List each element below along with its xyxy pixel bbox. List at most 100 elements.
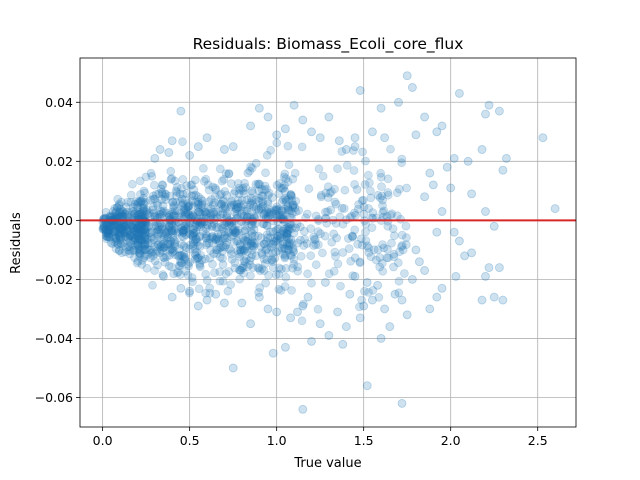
cloud-point [215,267,225,277]
cloud-point [243,168,253,178]
cloud-point [302,209,312,219]
cloud-point [191,197,201,207]
cloud-point [139,206,149,216]
cloud-point [386,210,396,220]
cloud-point [288,201,298,211]
cloud-point [230,263,240,273]
cloud-point [198,163,208,173]
cloud-point [126,230,136,240]
cloud-point [378,208,388,217]
cloud-point [188,225,198,235]
cloud-point [218,195,228,205]
cloud-point [147,248,157,258]
cloud-point [180,203,190,213]
cloud-point [174,261,184,271]
cloud-point [205,208,215,218]
cloud-point [274,263,284,273]
cloud-point [340,185,350,195]
cloud-point [286,206,295,216]
cloud-point [364,248,374,257]
cloud-point [361,236,371,246]
cloud-point [182,181,192,191]
scatter-point [367,295,377,305]
scatter-point [307,127,316,137]
cloud-point [200,207,210,217]
cloud-point [227,196,237,206]
cloud-point [192,222,202,232]
cloud-point [232,202,242,212]
cloud-point [280,169,290,179]
cloud-point [112,202,122,212]
cloud-point [178,137,187,147]
cloud-point [289,200,299,210]
cloud-point [140,233,150,243]
cloud-point [389,262,398,272]
cloud-point [291,223,301,233]
cloud-point [330,247,340,257]
cloud-point [402,183,412,193]
cloud-point [130,210,140,219]
cloud-point [213,230,223,240]
cloud-point [190,220,200,230]
cloud-point [104,225,114,235]
cloud-point [387,209,397,219]
cloud-point [192,247,202,257]
cloud-point [169,246,179,256]
cloud-point [120,209,130,219]
cloud-point [233,203,242,213]
cloud-point [268,248,278,258]
cloud-point [175,189,185,199]
cloud-point [110,203,120,213]
cloud-point [264,204,274,214]
cloud-point [119,225,128,235]
cloud-point [191,234,201,244]
cloud-point [285,239,295,249]
cloud-point [218,253,227,263]
cloud-point [333,164,342,174]
cloud-point [208,200,218,210]
cloud-point [231,226,241,236]
cloud-point [337,147,347,156]
cloud-point [188,229,198,239]
cloud-point [299,241,309,250]
cloud-point [104,222,114,232]
scatter-point [272,307,282,317]
cloud-point [139,237,149,247]
cloud-point [134,223,144,233]
cloud-point [220,203,230,213]
cloud-point [240,178,250,188]
cloud-point [229,200,239,210]
cloud-point [264,188,274,198]
cloud-point [156,239,165,249]
cloud-point [116,205,125,214]
cloud-point [257,248,267,258]
scatter-point [150,153,160,163]
cloud-point [233,246,243,256]
cloud-point [267,193,277,203]
cloud-point [119,228,129,238]
scatter-point [280,342,290,352]
cloud-point [213,207,223,217]
cloud-point [235,239,245,249]
cloud-point [111,208,120,218]
cloud-point [140,188,150,198]
cloud-point [209,233,219,243]
cloud-point [110,227,120,237]
y-axis-ticks: −0.06 −0.04 −0.02 0.00 0.02 0.04 [35,95,80,405]
cloud-point [193,207,203,217]
cloud-point [135,251,145,261]
cloud-point [113,194,123,204]
cloud-point [274,210,284,220]
cloud-point [379,243,389,253]
cloud-point [279,224,289,234]
cloud-point [138,198,148,207]
cloud-point [262,237,271,246]
cloud-point [233,202,243,212]
cloud-point [136,220,146,230]
cloud-point [259,210,269,220]
cloud-point [288,244,298,254]
scatter-point [425,168,435,178]
cloud-point [194,207,204,217]
cloud-point [369,245,379,255]
y-tick-label: −0.04 [35,331,73,346]
